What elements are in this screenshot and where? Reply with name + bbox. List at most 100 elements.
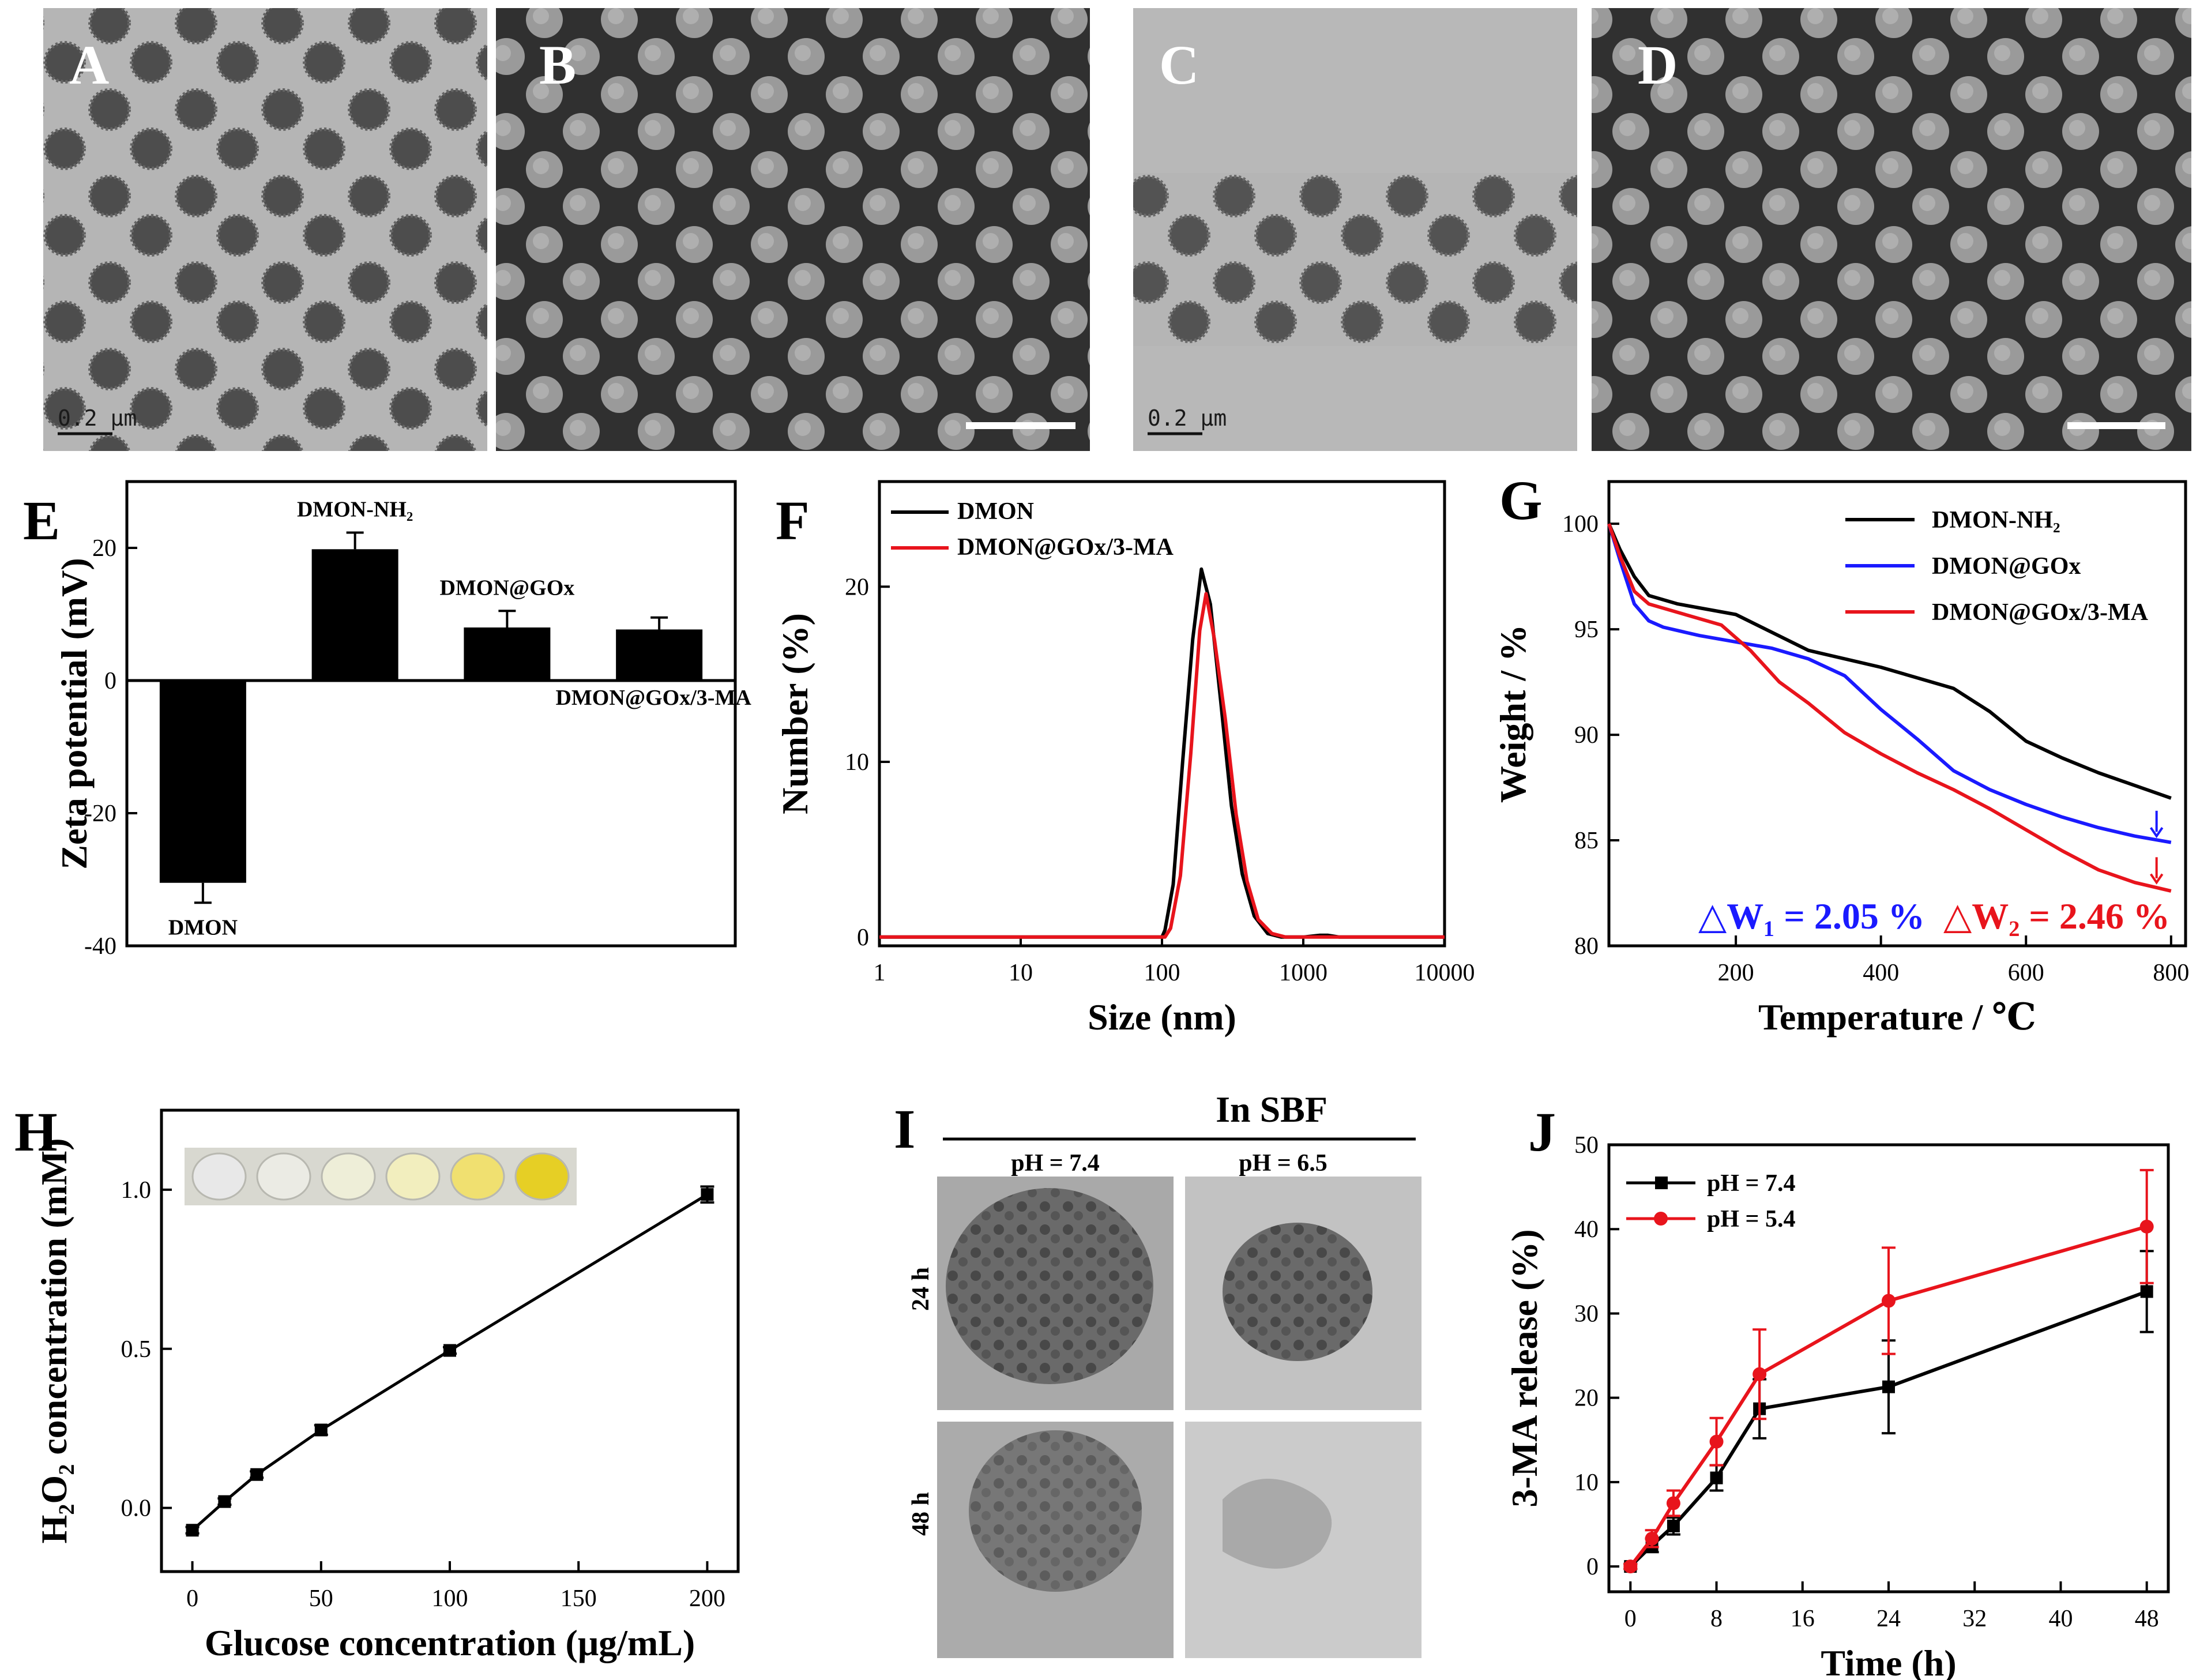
- g-ytick-label: 80: [1574, 933, 1599, 960]
- f-ytick-label: 20: [845, 574, 869, 600]
- j-legend-label: pH = 7.4: [1707, 1170, 1795, 1197]
- f-xtick-label: 100: [1144, 960, 1180, 986]
- panel-e-label: E: [23, 490, 60, 551]
- j-data-point: [1623, 1559, 1638, 1574]
- j-data-point: [1753, 1367, 1767, 1381]
- j-ytick-label: 0: [1586, 1554, 1599, 1580]
- f-ylabel: Number (%): [774, 613, 815, 814]
- e-category-label: DMON-NH₂: [297, 498, 413, 522]
- panel-d-scale-bar: [2067, 422, 2165, 429]
- h-xlabel: Glucose concentration (μg/mL): [205, 1622, 695, 1663]
- panel-b-label: B: [539, 34, 576, 96]
- j-legend-marker: [1655, 1177, 1668, 1189]
- h-data-point: [250, 1468, 264, 1481]
- panel-c-scale-text: 0.2 μm: [1148, 405, 1227, 431]
- e-ytick-label: 0: [104, 668, 116, 694]
- f-ytick-label: 10: [845, 749, 869, 776]
- j-data-point: [1882, 1294, 1896, 1308]
- h-ytick-label: 1.0: [121, 1177, 152, 1204]
- h-inset-well: [256, 1152, 311, 1201]
- h-data-point: [443, 1344, 456, 1357]
- h-inset-well: [385, 1152, 441, 1201]
- e-category-label: DMON@GOx/3-MA: [555, 686, 751, 710]
- panel-i-aggregate-1: [946, 1188, 1153, 1384]
- e-axes-frame: [125, 480, 737, 948]
- g-ylabel: Weight / %: [1492, 625, 1533, 803]
- panel-i: I In SBF pH = 7.4 pH = 6.5 24 h 48 h: [894, 1089, 1421, 1658]
- panel-c: C 0.2 μm: [1133, 8, 1577, 451]
- g-annotation-w2: △W₂ = 2.46 %: [1943, 896, 2170, 937]
- panel-i-row-label-1: 24 h: [908, 1267, 934, 1311]
- j-xtick-label: 0: [1624, 1606, 1637, 1632]
- j-data-point: [2140, 1285, 2153, 1298]
- panel-i-col-label-2: pH = 6.5: [1239, 1150, 1327, 1177]
- h-inset-well: [191, 1152, 247, 1201]
- j-xtick-label: 24: [1876, 1606, 1901, 1632]
- panel-b: B: [496, 8, 1090, 451]
- panel-a: A 0.2 μm: [43, 8, 487, 451]
- j-data-point: [1882, 1380, 1895, 1393]
- j-xlabel: Time (h): [1821, 1643, 1956, 1680]
- f-xtick-label: 1000: [1279, 960, 1327, 986]
- j-data-point: [1666, 1496, 1680, 1510]
- h-data-point: [218, 1495, 231, 1508]
- h-xtick-label: 200: [689, 1585, 725, 1612]
- g-xtick-label: 200: [1718, 960, 1754, 986]
- j-xtick-label: 16: [1791, 1606, 1815, 1632]
- h-xtick-label: 50: [309, 1585, 333, 1612]
- h-xtick-label: 100: [432, 1585, 468, 1612]
- panel-a-label: A: [69, 34, 109, 96]
- h-data-point: [186, 1524, 199, 1537]
- panel-f-label: F: [776, 490, 810, 551]
- f-xtick-label: 10: [1009, 960, 1033, 986]
- g-ytick-label: 100: [1562, 511, 1599, 538]
- panel-i-aggregate-3: [969, 1430, 1142, 1592]
- panel-d-image: [1592, 8, 2191, 451]
- f-xlabel: Size (nm): [1088, 997, 1236, 1038]
- j-data-point: [2139, 1219, 2154, 1234]
- j-ytick-label: 30: [1574, 1301, 1599, 1327]
- e-bar: [616, 629, 703, 681]
- h-xtick-label: 0: [186, 1585, 198, 1612]
- panel-d: D: [1592, 8, 2191, 451]
- panel-b-image: [496, 8, 1090, 451]
- e-bar: [159, 681, 246, 883]
- panel-c-particles: [1133, 173, 1577, 346]
- f-xtick-label: 10000: [1415, 960, 1475, 986]
- j-ytick-label: 20: [1574, 1385, 1599, 1412]
- j-legend-label: pH = 5.4: [1707, 1206, 1795, 1232]
- panel-i-title: In SBF: [1216, 1089, 1327, 1130]
- f-xtick-label: 1: [874, 960, 886, 986]
- e-ytick-label: -40: [84, 933, 116, 960]
- panel-c-label: C: [1159, 34, 1199, 96]
- j-ytick-label: 40: [1574, 1216, 1599, 1243]
- g-arrow-w1-head: [2150, 826, 2164, 839]
- panel-b-scale-bar: [966, 422, 1075, 429]
- g-xtick-label: 400: [1863, 960, 1899, 986]
- chart-g: G Weight / % Temperature / ℃ 80 85 90 95 100 200…: [1492, 469, 2189, 1038]
- g-xlabel: Temperature / ℃: [1758, 997, 2036, 1038]
- g-annotation-w1: △W₁ = 2.05 %: [1698, 896, 1925, 937]
- j-data-point: [1710, 1471, 1723, 1484]
- g-ytick-label: 90: [1574, 722, 1599, 749]
- j-xtick-label: 8: [1710, 1606, 1723, 1632]
- panel-j-label: J: [1528, 1101, 1556, 1163]
- panel-g-label: G: [1499, 469, 1543, 531]
- h-ytick-label: 0.5: [121, 1336, 152, 1363]
- panel-i-label: I: [894, 1098, 915, 1160]
- j-xtick-label: 40: [2048, 1606, 2073, 1632]
- g-xtick-label: 800: [2153, 960, 2189, 986]
- g-ytick-label: 95: [1574, 617, 1599, 643]
- j-xtick-label: 32: [1962, 1606, 1987, 1632]
- panel-i-row-label-2: 48 h: [908, 1492, 934, 1536]
- panel-i-aggregate-4: [1223, 1479, 1332, 1569]
- h-ylabel: H₂O₂ concentration (mM): [33, 1138, 74, 1543]
- panel-d-label: D: [1638, 34, 1678, 96]
- h-inset-well: [514, 1152, 570, 1201]
- g-legend-label: DMON@GOx: [1932, 553, 2081, 580]
- h-inset-photo: [185, 1148, 577, 1205]
- j-data-point: [1709, 1434, 1724, 1449]
- j-ylabel: 3-MA release (%): [1504, 1229, 1545, 1507]
- h-xtick-label: 150: [561, 1585, 597, 1612]
